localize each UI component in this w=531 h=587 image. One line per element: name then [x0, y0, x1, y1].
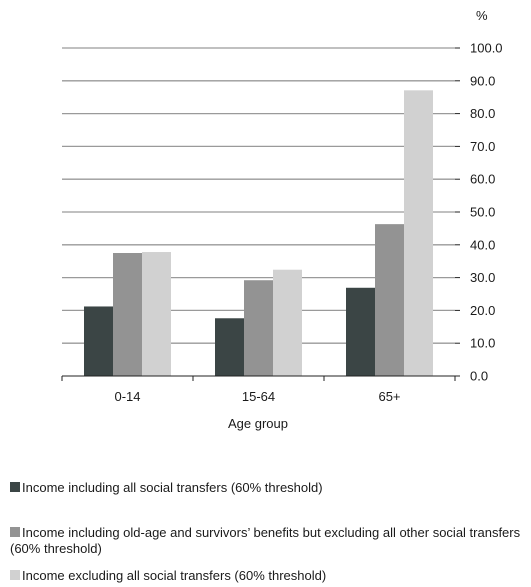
legend-item-old-age-benefits: Income including old-age and survivors’ …	[10, 525, 528, 557]
y-tick-label: 0.0	[470, 369, 488, 384]
y-tick-label: 80.0	[470, 106, 495, 121]
x-tick-label: 0-14	[114, 389, 140, 404]
y-tick-label: 100.0	[470, 41, 503, 56]
y-tick-label: 60.0	[470, 172, 495, 187]
legend-label: Income including old-age and survivors’ …	[10, 525, 528, 556]
bar-15-64-series-3	[273, 269, 302, 376]
bar-65+-series-2	[375, 224, 404, 376]
bar-0-14-series-2	[113, 253, 142, 376]
y-tick-label: 70.0	[470, 139, 495, 154]
y-tick-label: 90.0	[470, 73, 495, 88]
bar-0-14-series-1	[84, 306, 113, 376]
bar-65+-series-3	[404, 90, 433, 376]
legend-label: Income including all social transfers (6…	[22, 480, 323, 495]
bar-15-64-series-2	[244, 280, 273, 376]
legend-item-no-transfers: Income excluding all social transfers (6…	[10, 568, 528, 584]
legend-swatch	[10, 570, 20, 580]
x-tick-label: 65+	[378, 389, 400, 404]
y-tick-label: 50.0	[470, 205, 495, 220]
axes: 0.0 10.0 20.0 30.0 40.0 50.0 60.0 70.0 80.0 90.0 1…	[61, 41, 503, 404]
bar-chart: 0.0 10.0 20.0 30.0 40.0 50.0 60.0 70.0 80.0 90.0 1…	[61, 8, 503, 431]
y-tick-label: 30.0	[470, 270, 495, 285]
y-tick-label: 20.0	[470, 303, 495, 318]
x-axis-title: Age group	[228, 416, 288, 431]
y-tick-label: 10.0	[470, 336, 495, 351]
bar-0-14-series-3	[142, 252, 171, 376]
bar-15-64-series-1	[215, 318, 244, 376]
legend-item-all-transfers: Income including all social transfers (6…	[10, 480, 528, 496]
legend-swatch	[10, 482, 20, 492]
bar-65+-series-1	[346, 287, 375, 376]
legend-swatch	[10, 527, 20, 537]
bars	[84, 90, 433, 376]
y-unit-label: %	[476, 8, 488, 23]
x-tick-label: 15-64	[242, 389, 275, 404]
legend-label: Income excluding all social transfers (6…	[22, 568, 327, 583]
y-tick-label: 40.0	[470, 237, 495, 252]
